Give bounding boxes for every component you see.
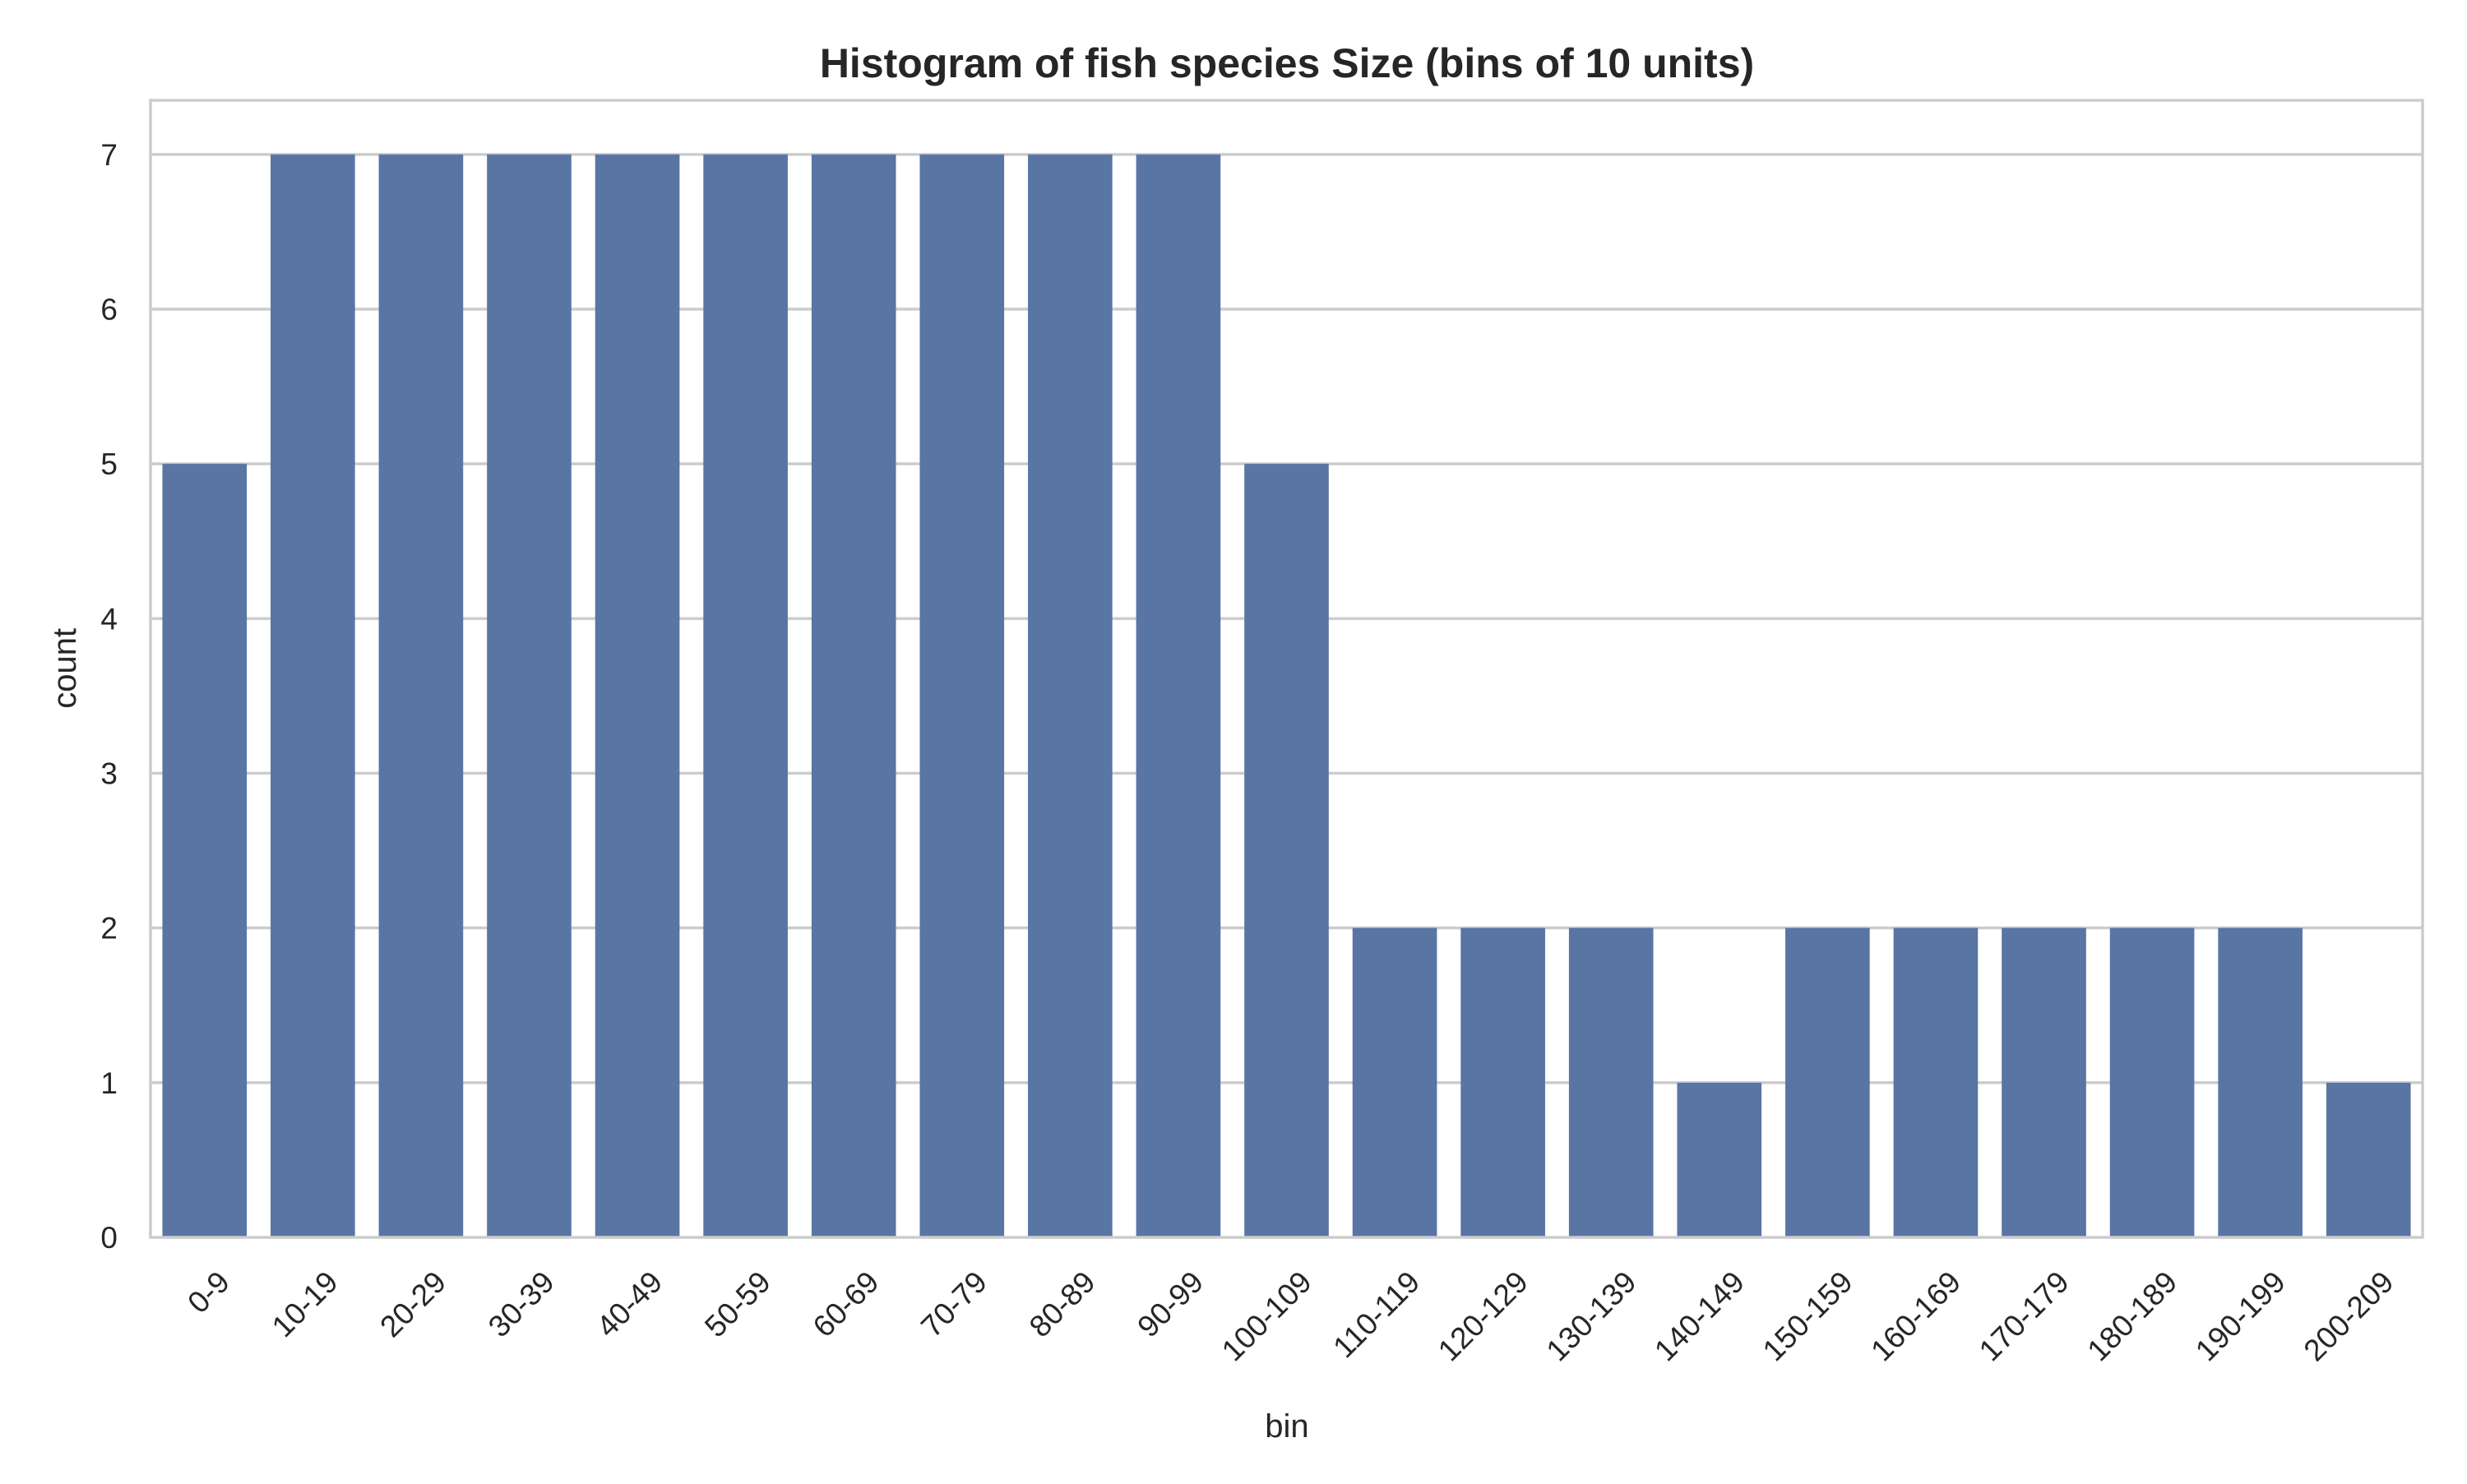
x-axis-label: bin bbox=[1265, 1408, 1308, 1445]
bar-60-69 bbox=[811, 154, 896, 1237]
bar-70-79 bbox=[919, 154, 1005, 1237]
y-tick-label: 2 bbox=[100, 912, 118, 945]
bar-30-39 bbox=[487, 154, 572, 1237]
plot-frame bbox=[149, 99, 2424, 1239]
bar-190-199 bbox=[2218, 927, 2303, 1237]
bar-170-179 bbox=[2002, 927, 2086, 1237]
x-tick-label: 50-59 bbox=[698, 1264, 777, 1343]
bar-40-49 bbox=[595, 154, 680, 1237]
bar-110-119 bbox=[1352, 927, 1437, 1237]
bar-200-209 bbox=[2326, 1082, 2411, 1237]
x-tick-label: 200-209 bbox=[2298, 1264, 2400, 1367]
y-tick-label: 4 bbox=[100, 602, 118, 636]
chart-title: Histogram of fish species Size (bins of … bbox=[820, 40, 1754, 86]
bar-20-29 bbox=[378, 154, 464, 1237]
bar-160-169 bbox=[1893, 927, 1979, 1237]
x-tick-label: 20-29 bbox=[373, 1264, 452, 1343]
x-tick-label: 80-89 bbox=[1023, 1264, 1102, 1343]
y-tick-label: 0 bbox=[100, 1221, 118, 1255]
x-tick-label: 70-79 bbox=[914, 1264, 993, 1343]
x-tick-label: 180-189 bbox=[2081, 1264, 2183, 1367]
x-tick-label: 10-19 bbox=[266, 1264, 345, 1343]
bar-90-99 bbox=[1136, 154, 1221, 1237]
bar-100-109 bbox=[1244, 464, 1329, 1237]
bar-130-139 bbox=[1568, 927, 1654, 1237]
bar-80-89 bbox=[1028, 154, 1113, 1237]
bars bbox=[162, 154, 2411, 1237]
y-tick-labels: 0 1 2 3 4 5 6 7 bbox=[100, 138, 118, 1255]
x-tick-label: 40-49 bbox=[590, 1264, 669, 1343]
bar-120-129 bbox=[1460, 927, 1545, 1237]
x-tick-label: 60-69 bbox=[807, 1264, 886, 1343]
x-tick-label: 150-159 bbox=[1757, 1264, 1859, 1367]
bar-140-149 bbox=[1677, 1082, 1762, 1237]
bar-0-9 bbox=[162, 464, 248, 1237]
x-tick-label: 160-169 bbox=[1864, 1264, 1967, 1367]
y-tick-label: 6 bbox=[100, 293, 118, 326]
x-tick-label: 0-9 bbox=[181, 1264, 236, 1320]
y-tick-label: 5 bbox=[100, 447, 118, 481]
x-tick-label: 110-119 bbox=[1326, 1264, 1426, 1364]
x-tick-label: 140-149 bbox=[1648, 1264, 1751, 1367]
bar-10-19 bbox=[271, 154, 355, 1237]
y-tick-label: 1 bbox=[100, 1066, 118, 1100]
x-tick-label: 130-139 bbox=[1540, 1264, 1643, 1367]
x-tick-labels: 0-9 10-19 20-29 30-39 40-49 50-59 60-69 70-79 80… bbox=[181, 1264, 2400, 1367]
y-tick-label: 7 bbox=[100, 138, 118, 172]
y-axis-label: count bbox=[47, 628, 83, 709]
x-tick-label: 30-39 bbox=[482, 1264, 561, 1343]
x-tick-label: 120-129 bbox=[1432, 1264, 1534, 1367]
x-tick-label: 170-179 bbox=[1973, 1264, 2076, 1367]
bar-50-59 bbox=[703, 154, 788, 1237]
x-tick-label: 100-109 bbox=[1215, 1264, 1318, 1367]
x-tick-label: 190-199 bbox=[2189, 1264, 2292, 1367]
y-tick-label: 3 bbox=[100, 757, 118, 791]
bar-150-159 bbox=[1785, 927, 1870, 1237]
bar-180-189 bbox=[2109, 927, 2195, 1237]
x-tick-label: 90-99 bbox=[1131, 1264, 1210, 1343]
